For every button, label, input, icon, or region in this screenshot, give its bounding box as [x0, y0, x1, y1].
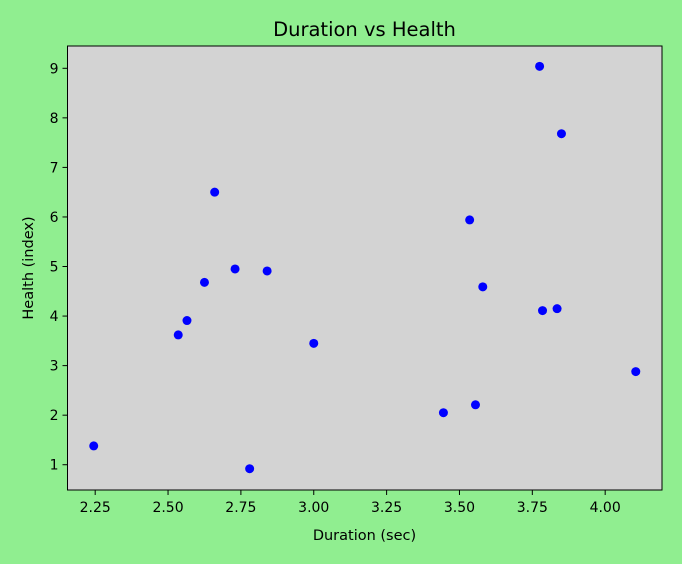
y-tick-label: 7	[50, 160, 59, 176]
y-tick-label: 6	[50, 210, 59, 226]
data-point	[438, 408, 448, 418]
x-axis: 2.25 2.50 2.75 3.00 3.25 3.50 3.75 4.00	[80, 490, 621, 516]
y-tick-label: 2	[50, 408, 59, 424]
data-points	[89, 61, 641, 474]
data-point	[465, 215, 475, 225]
x-tick-label: 2.75	[225, 500, 256, 516]
data-point	[470, 400, 480, 410]
data-point	[538, 306, 548, 316]
y-tick-label: 4	[50, 309, 59, 325]
data-point	[173, 330, 183, 340]
x-tick-label: 3.25	[371, 500, 402, 516]
y-axis-label: Health (index)	[21, 216, 37, 319]
data-point	[210, 187, 220, 197]
x-tick-label: 4.00	[590, 500, 621, 516]
data-point	[230, 264, 240, 274]
y-tick-label: 9	[50, 61, 59, 77]
y-tick-label: 5	[50, 260, 59, 276]
x-tick-label: 3.00	[298, 500, 329, 516]
data-point	[262, 266, 272, 276]
x-tick-label: 2.25	[80, 500, 111, 516]
data-point	[89, 441, 99, 451]
data-point	[478, 282, 488, 292]
data-point	[556, 129, 566, 139]
plot-area	[67, 46, 662, 490]
x-tick-label: 2.50	[152, 500, 183, 516]
x-tick-label: 3.50	[444, 500, 475, 516]
y-tick-label: 8	[50, 111, 59, 127]
chart-title: Duration vs Health	[273, 18, 456, 41]
data-point	[631, 367, 641, 377]
data-point	[182, 316, 192, 326]
data-point	[309, 338, 319, 348]
plot-frame	[67, 45, 663, 491]
y-axis: 1 2 3 4 5 6 7 8 9	[50, 61, 68, 474]
data-point	[199, 277, 209, 287]
data-point	[245, 464, 255, 474]
x-tick-label: 3.75	[517, 500, 548, 516]
x-axis-label: Duration (sec)	[313, 528, 416, 544]
data-point	[535, 61, 545, 71]
y-tick-label: 3	[50, 359, 59, 375]
y-tick-label: 1	[50, 458, 59, 474]
data-point	[552, 304, 562, 314]
